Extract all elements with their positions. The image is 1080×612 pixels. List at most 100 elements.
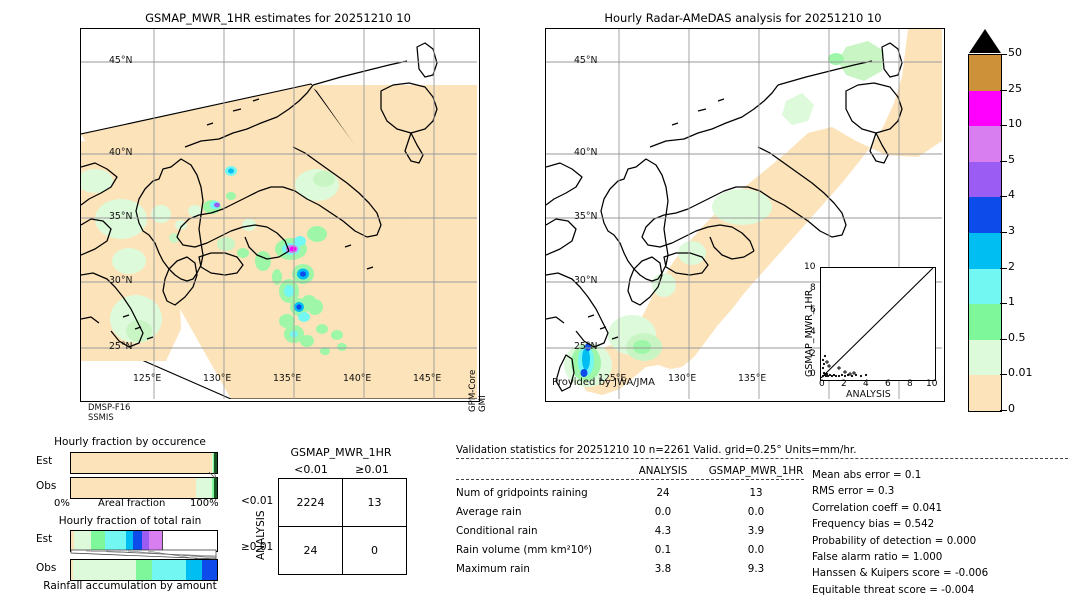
colorbar-band-3 <box>968 161 1002 198</box>
score-rms-error: RMS error = 0.3 <box>812 485 895 498</box>
left-lon-label-140: 140°E <box>343 373 372 384</box>
score-frequency-bias: Frequency bias = 0.542 <box>812 518 935 531</box>
bar-segment-1 <box>195 478 213 498</box>
colorbar-tickline-6 <box>1000 267 1007 269</box>
validation-row-analysis-1: 0.0 <box>654 506 672 518</box>
total-rain-bar-obs[interactable] <box>70 559 218 581</box>
inset-xtick-8: 8 <box>907 379 913 389</box>
contingency-col-header-lt: <0.01 <box>294 463 328 476</box>
right-map-title: Hourly Radar-AMeDAS analysis for 2025121… <box>604 11 882 25</box>
score-correlation-coeff: Correlation coeff = 0.041 <box>812 501 943 514</box>
inset-xtick-10: 10 <box>926 379 938 389</box>
left-lon-label-130: 130°E <box>203 373 232 384</box>
total-rain-panel-title: Hourly fraction of total rain <box>58 515 202 527</box>
validation-row-analysis-2: 4.3 <box>654 525 672 537</box>
right-lon-label-125: 125°E <box>598 373 627 384</box>
colorbar-tickline-2 <box>1000 125 1007 127</box>
left-lat-label-30: 30°N <box>109 275 133 286</box>
bar-segment-3 <box>214 453 217 473</box>
right-lat-label-25: 25°N <box>574 341 598 352</box>
occurrence-connector <box>208 471 217 479</box>
colorbar-band-9 <box>968 375 1002 411</box>
inset-ytick-0: 0 <box>810 369 816 379</box>
occurrence-bar-obs[interactable] <box>70 477 218 499</box>
contingency-cell-1-1: 0 <box>342 526 407 575</box>
colorbar-tick-label-8: 0.5 <box>1008 330 1026 344</box>
contingency-row-header-ge: ≥0.01 <box>241 541 274 553</box>
right-lat-label-35: 35°N <box>574 211 598 222</box>
right-map[interactable]: 45°N 40°N 35°N 30°N 25°N 125°E 130°E 135… <box>545 28 945 402</box>
left-lat-label-25: 25°N <box>109 341 133 352</box>
right-map-credit: Provided by JWA/JMA <box>552 377 655 388</box>
validation-col-header-gsmap: GSMAP_MWR_1HR <box>708 465 804 477</box>
bar-segment-3 <box>105 531 127 551</box>
left-lat-label-40: 40°N <box>109 147 133 158</box>
inset-ytick-8: 8 <box>810 283 816 293</box>
colorbar-tickline-3 <box>1000 160 1007 162</box>
right-lon-label-135: 135°E <box>738 373 767 384</box>
colorbar: 50 25 10 5 4 3 2 1 0.5 0.01 0 <box>968 28 1068 418</box>
contingency-table: 2224 13 24 0 <box>278 478 407 575</box>
colorbar-band-8 <box>968 339 1002 376</box>
validation-column-headers: ANALYSIS GSMAP_MWR_1HR <box>456 465 812 477</box>
left-map-title: GSMAP_MWR_1HR estimates for 20251210 10 <box>145 11 411 25</box>
scatter-inset-canvas <box>821 268 933 378</box>
colorbar-tickline-4 <box>1000 196 1007 198</box>
inset-ytick-2: 2 <box>810 349 816 359</box>
occurrence-row-label-obs: Obs <box>36 480 57 492</box>
inset-xtick-6: 6 <box>885 379 891 389</box>
left-lon-label-145: 145°E <box>413 373 442 384</box>
validation-row-gsmap-1: 0.0 <box>747 506 765 518</box>
occurrence-panel-title: Hourly fraction by occurence <box>54 436 206 448</box>
bar-segment-2 <box>91 531 107 551</box>
colorbar-band-7 <box>968 304 1002 340</box>
validation-header: Validation statistics for 20251210 10 n=… <box>456 444 857 456</box>
scatter-inset[interactable]: 10 8 6 4 2 0 0 2 4 6 8 10 <box>804 262 937 389</box>
validation-row-name-2: Conditional rain <box>456 525 538 537</box>
bar-segment-7 <box>149 531 163 551</box>
colorbar-band-2 <box>968 126 1002 162</box>
colorbar-band-5 <box>968 233 1002 269</box>
validation-col-header-blank <box>456 465 624 477</box>
left-side-label-line1: GPM-Core <box>468 369 478 412</box>
colorbar-tick-label-3: 5 <box>1008 152 1015 166</box>
contingency-title: GSMAP_MWR_1HR <box>290 446 392 459</box>
total-rain-connector <box>70 549 217 560</box>
occurrence-axis-right: 100% <box>190 498 219 509</box>
table-row: 24 0 <box>278 526 407 575</box>
validation-row-gsmap-0: 13 <box>749 487 763 499</box>
validation-row-name-4: Maximum rain <box>456 563 530 575</box>
table-row: Maximum rain 3.8 9.3 <box>456 563 812 575</box>
colorbar-arrow-icon <box>969 29 1001 53</box>
left-lat-label-45: 45°N <box>109 55 133 66</box>
validation-row-gsmap-3: 0.0 <box>747 544 765 556</box>
occurrence-bar-est[interactable] <box>70 452 218 474</box>
colorbar-tick-label-9: 0.01 <box>1008 366 1033 380</box>
validation-row-gsmap-4: 9.3 <box>747 563 765 575</box>
colorbar-tick-label-2: 10 <box>1008 117 1022 131</box>
total-rain-row-label-obs: Obs <box>36 562 57 574</box>
total-rain-row-label-est: Est <box>36 533 53 545</box>
table-row: Conditional rain 4.3 3.9 <box>456 525 812 537</box>
bar-segment-0 <box>71 478 197 498</box>
right-lat-label-45: 45°N <box>574 55 598 66</box>
colorbar-tickline-0 <box>1000 54 1007 55</box>
inset-ytick-4: 4 <box>810 327 816 337</box>
bar-segment-3 <box>213 478 217 498</box>
left-side-label-line2: GMI <box>478 395 488 412</box>
validation-left-column: ANALYSIS GSMAP_MWR_1HR Num of gridpoints… <box>456 459 812 598</box>
colorbar-tickline-1 <box>1000 89 1007 91</box>
table-row: 2224 13 <box>278 478 407 527</box>
contingency-cell-1-0: 24 <box>278 526 343 575</box>
colorbar-band-6 <box>968 268 1002 305</box>
left-map[interactable]: 45°N 40°N 35°N 30°N 25°N 125°E 130°E 135… <box>80 28 480 402</box>
validation-row-gsmap-2: 3.9 <box>747 525 765 537</box>
colorbar-tick-label-0: 50 <box>1008 46 1022 59</box>
colorbar-tickline-7 <box>1000 303 1007 305</box>
total-rain-bar-est[interactable] <box>70 530 218 552</box>
score-probability-of-detection: Probability of detection = 0.000 <box>812 534 977 547</box>
bar-segment-5 <box>201 560 217 580</box>
colorbar-tick-label-5: 3 <box>1008 224 1015 237</box>
occurrence-axis-left: 0% <box>54 498 70 509</box>
bar-segment-1 <box>73 531 93 551</box>
